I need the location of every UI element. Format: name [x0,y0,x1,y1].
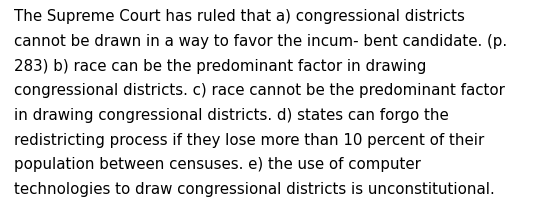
Text: redistricting process if they lose more than 10 percent of their: redistricting process if they lose more … [14,133,484,148]
Text: The Supreme Court has ruled that a) congressional districts: The Supreme Court has ruled that a) cong… [14,9,465,24]
Text: technologies to draw congressional districts is unconstitutional.: technologies to draw congressional distr… [14,182,495,197]
Text: congressional districts. c) race cannot be the predominant factor: congressional districts. c) race cannot … [14,83,505,98]
Text: in drawing congressional districts. d) states can forgo the: in drawing congressional districts. d) s… [14,108,449,123]
Text: cannot be drawn in a way to favor the incum- bent candidate. (p.: cannot be drawn in a way to favor the in… [14,34,507,49]
Text: 283) b) race can be the predominant factor in drawing: 283) b) race can be the predominant fact… [14,59,426,74]
Text: population between censuses. e) the use of computer: population between censuses. e) the use … [14,157,421,172]
